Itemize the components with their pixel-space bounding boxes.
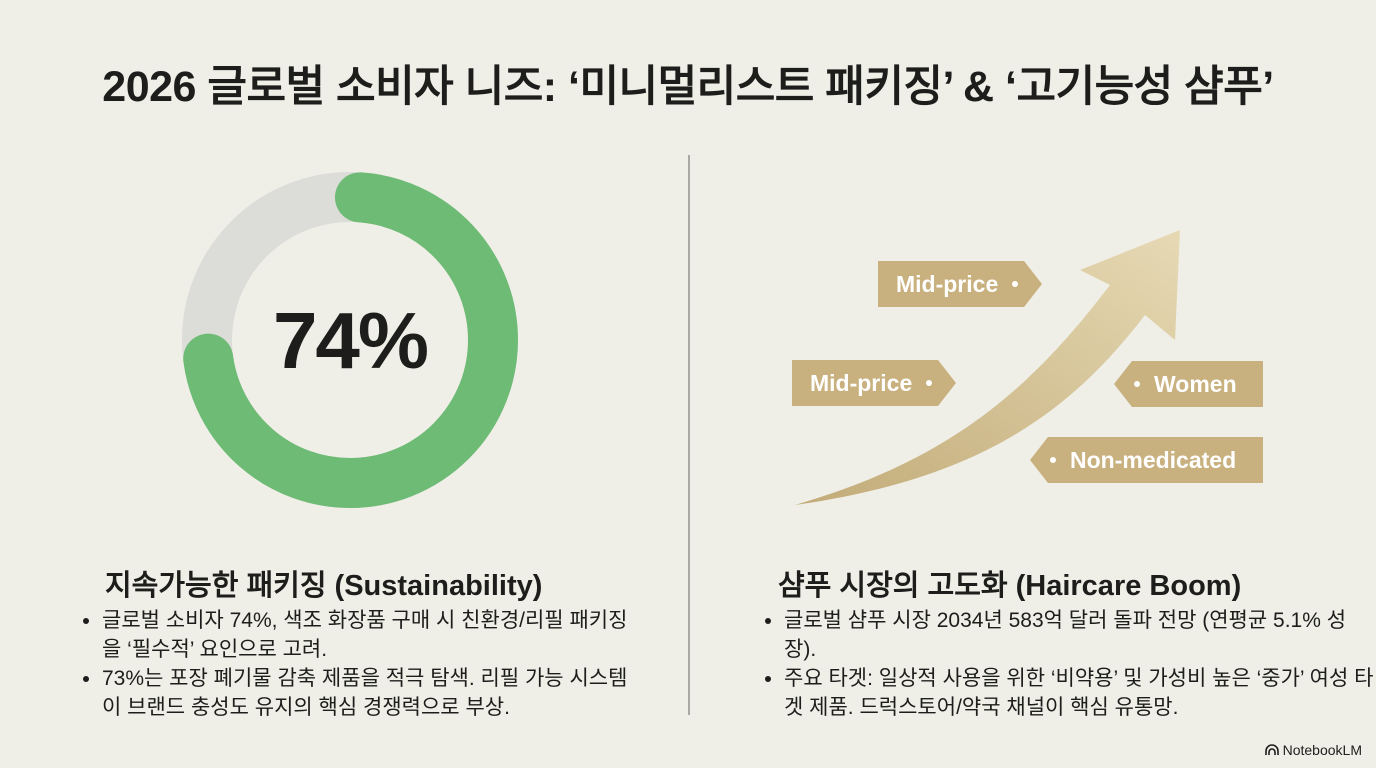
tag-label: Mid-price bbox=[896, 270, 999, 297]
tag-mid-price-top: Mid-price bbox=[878, 261, 1042, 307]
bullet: 73%는 포장 폐기물 감축 제품을 적극 탐색. 리필 가능 시스템이 브랜드… bbox=[102, 664, 642, 722]
bullet: 주요 타겟: 일상적 사용을 위한 ‘비약용’ 및 가성비 높은 ‘중가’ 여성… bbox=[784, 664, 1374, 722]
page-title: 2026 글로벌 소비자 니즈: ‘미니멀리스트 패키징’ & ‘고기능성 샴푸… bbox=[102, 63, 1274, 111]
tag-mid-price: Mid-price bbox=[792, 360, 956, 406]
tag-label: Non-medicated bbox=[1070, 446, 1237, 473]
tag-label: Mid-price bbox=[810, 369, 913, 396]
bullet: 글로벌 샴푸 시장 2034년 583억 달러 돌파 전망 (연평균 5.1% … bbox=[784, 606, 1374, 664]
donut-value: 74% bbox=[272, 296, 429, 385]
bullet: 글로벌 소비자 74%, 색조 화장품 구매 시 친환경/리필 패키징을 ‘필수… bbox=[102, 606, 642, 664]
tag-non-medicated: Non-medicated bbox=[1030, 437, 1263, 483]
tag-dot bbox=[1134, 381, 1140, 387]
donut-chart bbox=[182, 172, 518, 508]
brand-label: NotebookLM bbox=[1282, 742, 1362, 758]
haircare-heading: 샴푸 시장의 고도화 (Haircare Boom) bbox=[778, 570, 1242, 602]
notebooklm-logo-icon bbox=[1264, 744, 1279, 755]
tag-women: Women bbox=[1114, 361, 1263, 407]
tag-dot bbox=[1012, 281, 1018, 287]
haircare-bullets: 글로벌 샴푸 시장 2034년 583억 달러 돌파 전망 (연평균 5.1% … bbox=[760, 606, 1374, 722]
sustainability-heading: 지속가능한 패키징 (Sustainability) bbox=[105, 570, 543, 602]
brand-watermark: NotebookLM bbox=[1264, 742, 1362, 758]
tag-label: Women bbox=[1154, 370, 1237, 397]
donut-fill bbox=[182, 172, 518, 508]
tag-dot bbox=[926, 380, 932, 386]
sustainability-bullets: 글로벌 소비자 74%, 색조 화장품 구매 시 친환경/리필 패키징을 ‘필수… bbox=[78, 606, 642, 722]
growth-arrow-icon bbox=[795, 230, 1180, 505]
tag-dot bbox=[1050, 457, 1056, 463]
divider bbox=[688, 155, 690, 715]
